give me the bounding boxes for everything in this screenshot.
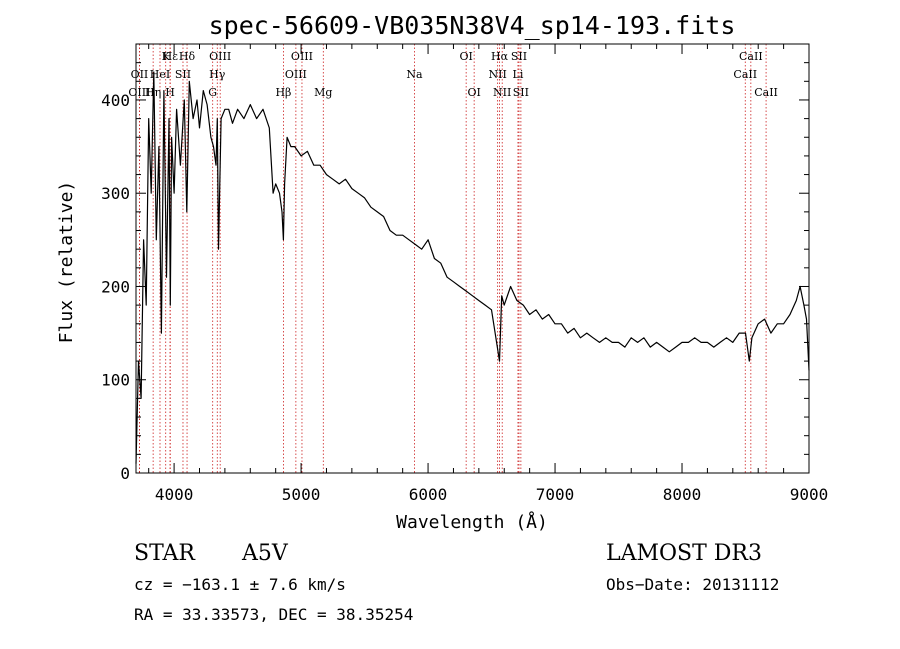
line-label: OI bbox=[467, 86, 480, 99]
y-tick-label: 100 bbox=[101, 371, 130, 390]
y-tick-label: 200 bbox=[101, 277, 130, 296]
line-label: NII bbox=[493, 86, 511, 99]
line-label: NII bbox=[488, 68, 506, 81]
coordinates-readout: RA = 33.33573, DEC = 38.35254 bbox=[134, 605, 413, 624]
line-label: Mg bbox=[314, 86, 332, 99]
line-label: CaII bbox=[754, 86, 778, 99]
x-tick-label: 9000 bbox=[790, 485, 829, 504]
line-label: CaII bbox=[739, 50, 763, 63]
x-tick-label: 4000 bbox=[155, 485, 194, 504]
line-label: OIII bbox=[128, 86, 150, 99]
line-label: OII bbox=[131, 68, 149, 81]
line-label: Na bbox=[406, 68, 423, 81]
line-label: Hβ bbox=[275, 86, 291, 99]
plot-frame bbox=[135, 43, 810, 474]
line-label: HeI bbox=[150, 68, 170, 81]
line-label: SII bbox=[175, 68, 191, 81]
object-subclass: A5V bbox=[241, 541, 289, 566]
line-label: H bbox=[165, 86, 175, 99]
line-label: OI bbox=[459, 50, 472, 63]
y-tick-label: 400 bbox=[101, 91, 130, 110]
survey-name: LAMOST DR3 bbox=[606, 541, 762, 566]
spectral-line-markers bbox=[139, 44, 767, 473]
y-axis-ticks: 0 100 200 300 400 bbox=[101, 43, 809, 483]
line-label: Hδ bbox=[179, 50, 196, 63]
line-label: OIII bbox=[291, 50, 313, 63]
x-axis-label: Wavelength (Å) bbox=[396, 511, 548, 533]
y-tick-label: 300 bbox=[101, 184, 130, 203]
x-tick-label: 8000 bbox=[663, 485, 702, 504]
line-label: SII bbox=[513, 86, 529, 99]
y-tick-label: 0 bbox=[120, 464, 130, 483]
chart-title: spec-56609-VB035N38V4_sp14-193.fits bbox=[209, 11, 736, 40]
line-label: CaII bbox=[733, 68, 757, 81]
spectrum-series-line bbox=[135, 71, 810, 464]
line-label: OIII bbox=[209, 50, 231, 63]
line-label: OIII bbox=[285, 68, 307, 81]
object-class: STAR bbox=[134, 541, 196, 566]
x-tick-label: 5000 bbox=[282, 485, 321, 504]
x-tick-label: 7000 bbox=[536, 485, 575, 504]
line-label: G bbox=[208, 86, 217, 99]
line-label: Li bbox=[513, 68, 524, 81]
y-axis-label: Flux (relative) bbox=[56, 181, 77, 344]
line-label: Hα bbox=[491, 50, 509, 63]
line-label: Hγ bbox=[209, 68, 226, 81]
velocity-readout: cz = −163.1 ± 7.6 km/s bbox=[134, 575, 346, 594]
obs-date: Obs−Date: 20131112 bbox=[606, 575, 779, 594]
line-label: K bbox=[162, 50, 171, 63]
line-label: SII bbox=[511, 50, 527, 63]
x-axis-ticks: 4000 5000 6000 7000 8000 9000 bbox=[148, 44, 829, 504]
x-tick-label: 6000 bbox=[409, 485, 448, 504]
